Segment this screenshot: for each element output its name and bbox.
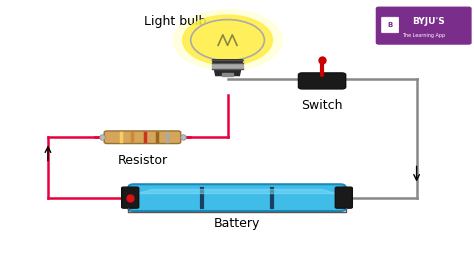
- FancyBboxPatch shape: [335, 187, 352, 208]
- FancyBboxPatch shape: [299, 73, 346, 89]
- Polygon shape: [212, 60, 243, 76]
- Text: Light bulb: Light bulb: [145, 15, 207, 28]
- Text: Switch: Switch: [301, 99, 343, 112]
- Text: The Learning App: The Learning App: [402, 33, 445, 38]
- FancyBboxPatch shape: [104, 131, 181, 144]
- Circle shape: [182, 15, 273, 65]
- FancyBboxPatch shape: [122, 187, 139, 208]
- Text: B: B: [388, 22, 393, 28]
- FancyBboxPatch shape: [376, 7, 471, 44]
- Polygon shape: [222, 73, 233, 76]
- FancyBboxPatch shape: [382, 17, 399, 33]
- Polygon shape: [212, 64, 243, 68]
- Text: Resistor: Resistor: [118, 154, 167, 167]
- Circle shape: [173, 10, 282, 70]
- Polygon shape: [138, 190, 336, 194]
- FancyBboxPatch shape: [128, 184, 346, 211]
- Text: BYJU'S: BYJU'S: [412, 17, 445, 26]
- Text: Battery: Battery: [214, 218, 260, 230]
